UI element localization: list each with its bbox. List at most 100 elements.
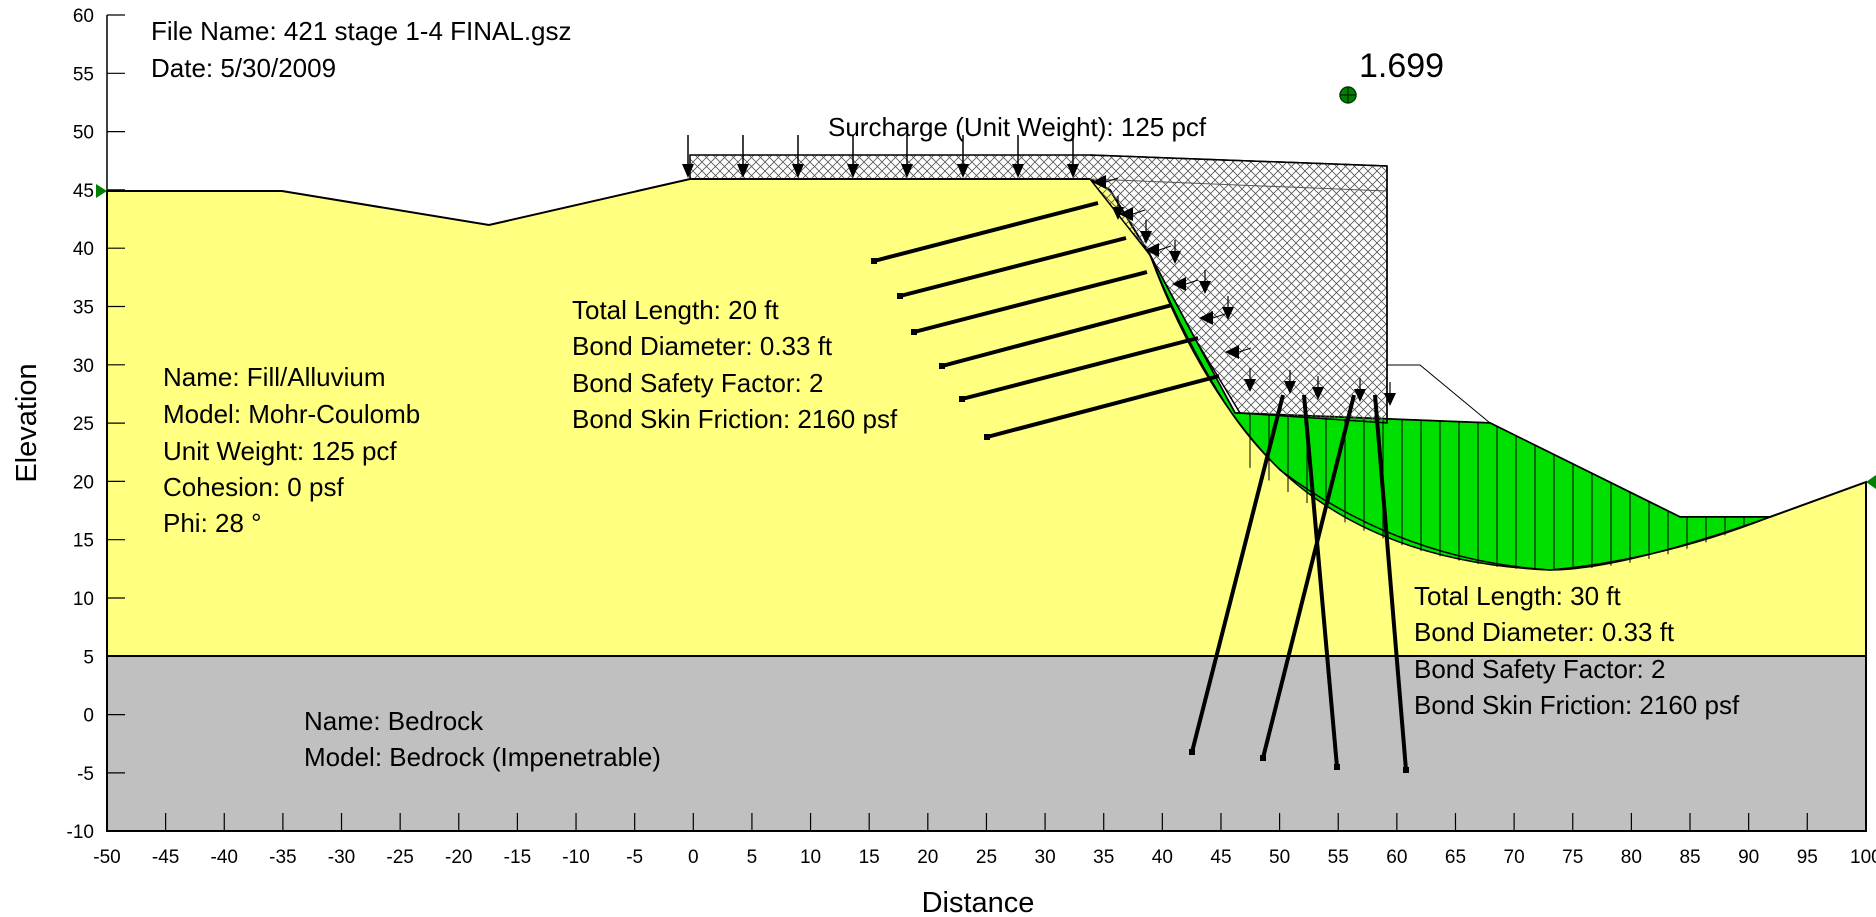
x-axis-ticks: -50 -45 -40 -35 -30 -25 -20 -15 -10 -5 0 5 10 15 20 25 3… bbox=[93, 813, 1876, 868]
x-tick-label: 90 bbox=[1738, 847, 1759, 868]
anchor-end bbox=[1403, 767, 1409, 773]
upper-anchor-group bbox=[871, 201, 1220, 440]
x-tick-label: -30 bbox=[328, 847, 355, 868]
x-tick-label: 5 bbox=[747, 847, 758, 868]
svg-text:Model: Mohr-Coulomb: Model: Mohr-Coulomb bbox=[163, 399, 420, 429]
x-axis-title: Distance bbox=[922, 887, 1035, 917]
face-arrow bbox=[1092, 175, 1106, 189]
face-arrow-head bbox=[1222, 307, 1234, 320]
factor-of-safety-label: 1.699 bbox=[1359, 47, 1444, 85]
x-tick-label: 15 bbox=[859, 847, 880, 868]
x-tick-label: 30 bbox=[1035, 847, 1056, 868]
face-arrow-head bbox=[1284, 381, 1296, 394]
svg-text:Model: Bedrock (Impenetrable): Model: Bedrock (Impenetrable) bbox=[304, 742, 661, 772]
surcharge-arrow-head bbox=[1012, 164, 1024, 178]
x-tick-label: 40 bbox=[1152, 847, 1173, 868]
face-arrow-head bbox=[1169, 251, 1181, 264]
anchor-end bbox=[984, 434, 990, 440]
y-tick-label: 55 bbox=[73, 64, 94, 85]
x-tick-label: -20 bbox=[445, 847, 472, 868]
y-tick-label: -5 bbox=[77, 764, 94, 785]
face-arrow bbox=[1172, 277, 1186, 291]
x-tick-label: 80 bbox=[1621, 847, 1642, 868]
file-name-label: File Name: 421 stage 1-4 FINAL.gsz bbox=[151, 16, 572, 46]
y-tick-label: 5 bbox=[83, 647, 94, 668]
x-tick-label: -5 bbox=[626, 847, 643, 868]
surcharge-load-arrows bbox=[682, 135, 1079, 178]
svg-text:Bond Skin Friction: 2160 psf: Bond Skin Friction: 2160 psf bbox=[1414, 690, 1740, 720]
anchor-line bbox=[899, 236, 1127, 298]
svg-text:Total Length: 20 ft: Total Length: 20 ft bbox=[572, 295, 779, 325]
y-tick-label: 25 bbox=[73, 414, 94, 435]
y-tick-label: 30 bbox=[73, 356, 94, 377]
date-label: Date: 5/30/2009 bbox=[151, 53, 336, 83]
y-axis-title: Elevation bbox=[11, 363, 43, 482]
x-tick-label: 0 bbox=[688, 847, 699, 868]
anchor-end bbox=[871, 258, 877, 264]
x-tick-label: 25 bbox=[976, 847, 997, 868]
y-tick-label: 10 bbox=[73, 589, 94, 610]
y-tick-label: 50 bbox=[73, 123, 94, 144]
bedrock-region bbox=[106, 655, 1867, 832]
x-tick-label: 55 bbox=[1328, 847, 1349, 868]
face-arrow-head bbox=[1312, 387, 1324, 400]
x-tick-label: -50 bbox=[93, 847, 120, 868]
x-tick-label: 45 bbox=[1210, 847, 1231, 868]
y-tick-label: 15 bbox=[73, 531, 94, 552]
x-tick-label: -25 bbox=[386, 847, 413, 868]
anchor-line bbox=[913, 270, 1148, 334]
face-arrow-tail bbox=[1185, 279, 1199, 285]
anchor-end bbox=[897, 293, 903, 299]
face-pressure-arrows bbox=[1092, 175, 1396, 406]
surcharge-arrow-head bbox=[737, 164, 749, 178]
anchor-end bbox=[1334, 764, 1340, 770]
face-arrow-tail bbox=[1238, 347, 1252, 353]
fill-material-label: Name: Fill/Alluvium Model: Mohr-Coulomb … bbox=[163, 362, 420, 538]
surcharge-arrow-head bbox=[901, 164, 913, 178]
surcharge-base-line bbox=[1089, 178, 1388, 192]
face-arrow bbox=[1145, 243, 1159, 257]
surcharge-top-line bbox=[1089, 154, 1388, 167]
svg-text:Phi: 28 °: Phi: 28 ° bbox=[163, 508, 262, 538]
anchor-line bbox=[1373, 394, 1408, 771]
bedrock-material-label: Name: Bedrock Model: Bedrock (Impenetrab… bbox=[304, 706, 661, 772]
x-tick-label: 95 bbox=[1797, 847, 1818, 868]
y-tick-label: 35 bbox=[73, 298, 94, 319]
y-tick-label: 40 bbox=[73, 239, 94, 260]
svg-text:Total Length: 30 ft: Total Length: 30 ft bbox=[1414, 581, 1621, 611]
y-tick-label: 0 bbox=[83, 706, 94, 727]
svg-text:Name: Fill/Alluvium: Name: Fill/Alluvium bbox=[163, 362, 386, 392]
x-tick-label: -40 bbox=[211, 847, 238, 868]
x-tick-label: 65 bbox=[1445, 847, 1466, 868]
y-tick-label: 60 bbox=[73, 6, 94, 27]
svg-text:Bond Safety Factor: 2: Bond Safety Factor: 2 bbox=[1414, 654, 1665, 684]
x-tick-label: -35 bbox=[269, 847, 296, 868]
anchor-end bbox=[1189, 749, 1195, 755]
anchor-line bbox=[1261, 394, 1356, 759]
x-tick-label: 20 bbox=[917, 847, 938, 868]
x-tick-label: 75 bbox=[1562, 847, 1583, 868]
slip-surface-curve bbox=[1149, 254, 1771, 571]
surcharge-arrow-head bbox=[957, 164, 969, 178]
face-arrow-tail bbox=[1132, 209, 1146, 215]
face-arrow bbox=[1199, 311, 1213, 325]
left-boundary-marker bbox=[96, 184, 107, 198]
svg-text:Cohesion: 0 psf: Cohesion: 0 psf bbox=[163, 472, 344, 502]
face-arrow bbox=[1225, 345, 1239, 359]
anchor-end bbox=[911, 329, 917, 335]
anchor-end bbox=[959, 396, 965, 402]
face-arrow bbox=[1119, 207, 1133, 221]
svg-text:Bond Diameter: 0.33 ft: Bond Diameter: 0.33 ft bbox=[1414, 617, 1675, 647]
surcharge-arrow-head bbox=[682, 164, 694, 178]
face-arrow-tail bbox=[1105, 177, 1119, 183]
x-tick-label: -15 bbox=[504, 847, 531, 868]
surcharge-arrow-head bbox=[792, 164, 804, 178]
x-tick-label: 50 bbox=[1269, 847, 1290, 868]
anchor-line bbox=[1190, 394, 1285, 753]
surcharge-arrow-head bbox=[847, 164, 859, 178]
anchor-line bbox=[986, 374, 1220, 439]
y-tick-label: 20 bbox=[73, 472, 94, 493]
face-arrow-tail bbox=[1212, 313, 1226, 319]
svg-text:Bond Diameter: 0.33 ft: Bond Diameter: 0.33 ft bbox=[572, 331, 833, 361]
